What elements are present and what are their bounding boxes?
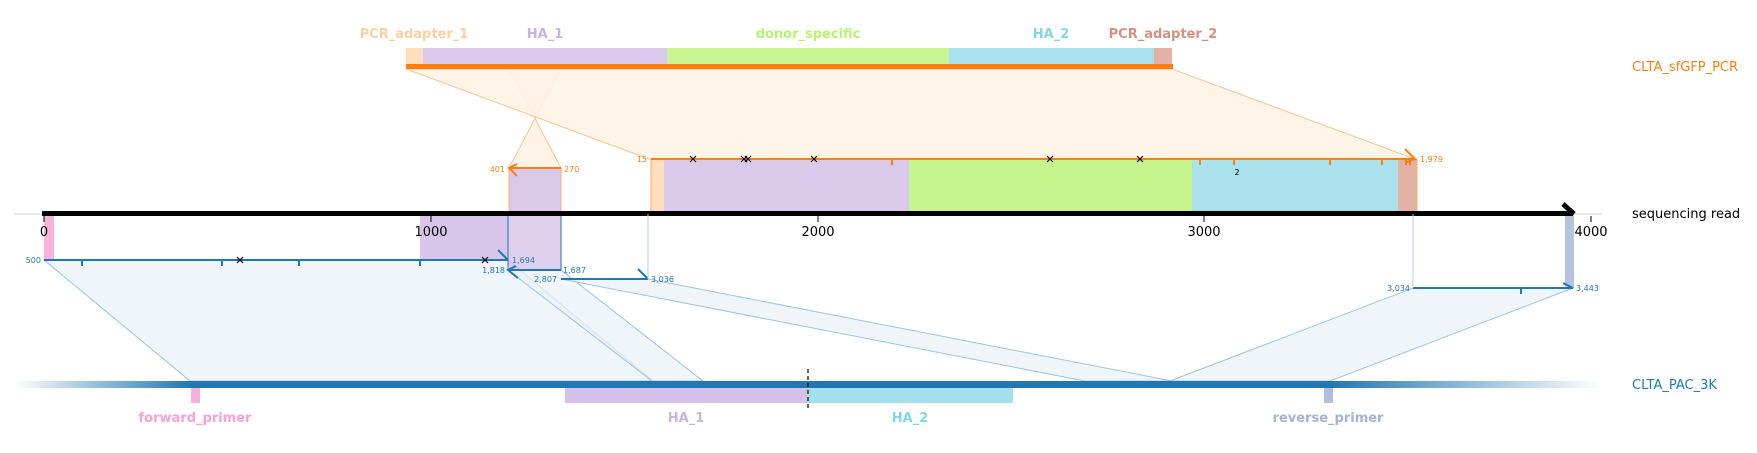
- read-aligned-reverse-primer: [1565, 214, 1574, 288]
- target-feature-reverse-primer: [1324, 388, 1333, 403]
- donor-reference-label: CLTA_sfGFP_PCR: [1632, 60, 1738, 75]
- read-tick-3000: 3000: [1187, 225, 1220, 240]
- target-feature-ha-1: [565, 388, 808, 403]
- donor-alignment-2-start: 15: [637, 155, 647, 164]
- read-tick-0: 0: [40, 225, 48, 240]
- read-label: sequencing read: [1632, 207, 1740, 222]
- read-aligned-forward-primer: [44, 216, 54, 260]
- donor-alignment-arrow-2: [1404, 148, 1417, 164]
- donor-feature-ha-1: [423, 48, 667, 64]
- donor-feature-ha-2: [949, 48, 1154, 64]
- donor-alignment-1-start: 401: [490, 165, 505, 174]
- target-mismatch-marks: [236, 256, 489, 264]
- target-reference-bar: [190, 381, 1330, 388]
- target-alignment-3-end: 3,036: [651, 275, 674, 284]
- target-alignment-arrow-2: [506, 265, 519, 279]
- read-end-marker: [1561, 202, 1576, 216]
- target-alignment-1-start: 500: [26, 256, 41, 265]
- read-bar: [42, 211, 1573, 216]
- donor-feature-pcr-adapter-2: [1154, 48, 1172, 64]
- donor-mismatch-marks: [689, 155, 1144, 163]
- donor-alignment-1-end: 270: [564, 165, 579, 174]
- target-reference: forward_primer HA_1 HA_2 reverse_primer …: [14, 369, 1717, 426]
- target-alignment-4-end: 3,443: [1576, 284, 1599, 293]
- target-alignment-arrow-3: [637, 268, 649, 280]
- read-tick-4000: 4000: [1574, 225, 1607, 240]
- donor-mapping-band-2: [405, 68, 1416, 160]
- target-feature-label-forward-primer: forward_primer: [139, 411, 253, 426]
- donor-feature-label-ha-1: HA_1: [527, 27, 564, 42]
- read-axis: 0 1000 2000 3000 4000 sequencing read: [14, 202, 1740, 288]
- donor-feature-label-pcr-adapter-1: PCR_adapter_1: [360, 27, 469, 42]
- target-alignment-2-start: 1,818: [482, 266, 505, 275]
- target-alignment-2-end: 1,687: [563, 266, 586, 275]
- target-fade-right: [1329, 381, 1602, 388]
- donor-reference-bar: [406, 64, 1173, 69]
- target-correspondence-shading: [42, 259, 1574, 382]
- target-alignment-4-start: 3,034: [1387, 284, 1410, 293]
- read-tick-1000: 1000: [414, 225, 447, 240]
- donor-aligned-ha-2: [1192, 159, 1398, 214]
- donor-feature-label-ha-2: HA_2: [1033, 27, 1070, 42]
- target-alignment-1-tick-marks: [81, 260, 421, 266]
- donor-alignment-arrow-1: [507, 163, 518, 177]
- donor-aligned-donor-specific: [909, 159, 1192, 214]
- target-fade-left: [14, 381, 191, 388]
- donor-alignments: 401 270 15 1,979 2: [490, 148, 1443, 215]
- donor-alignment-2-tick-marks: [891, 159, 1411, 165]
- donor-aligned-ha-1-block-2: [664, 159, 909, 214]
- target-feature-label-ha-1: HA_1: [668, 411, 705, 426]
- donor-insertion-count: 2: [1234, 168, 1239, 177]
- donor-aligned-pcr-adapter-2: [1398, 159, 1417, 214]
- read-tick-2000: 2000: [801, 225, 834, 240]
- donor-feature-pcr-adapter-1: [406, 48, 423, 64]
- target-mapping-band-4: [1169, 287, 1574, 382]
- target-alignment-arrow-1: [497, 249, 509, 261]
- donor-reference: PCR_adapter_1 HA_1 donor_specific HA_2 P…: [360, 27, 1738, 75]
- donor-aligned-pcr-adapter-1: [651, 159, 664, 214]
- target-feature-forward-primer: [191, 388, 200, 403]
- donor-correspondence-shading: [405, 68, 1416, 169]
- target-reference-label: CLTA_PAC_3K: [1632, 378, 1717, 393]
- read-aligned-target-ha-1-b: [507, 213, 562, 271]
- target-alignment-1-end: 1,694: [512, 256, 535, 265]
- read-aligned-target-ha-1: [420, 214, 508, 260]
- target-feature-ha-2: [808, 388, 1013, 403]
- read-axis-ticks: [43, 216, 1592, 222]
- target-alignment-arrow-4: [1562, 282, 1574, 289]
- target-alignments: 500 1,694 1,818 1,687 2,807 3,036 3,034 …: [26, 214, 1599, 294]
- target-feature-label-reverse-primer: reverse_primer: [1273, 411, 1385, 426]
- donor-alignment-2-end: 1,979: [1420, 155, 1443, 164]
- target-alignment-3-start: 2,807: [534, 275, 557, 284]
- donor-feature-donor-specific: [667, 48, 949, 64]
- donor-feature-label-pcr-adapter-2: PCR_adapter_2: [1109, 27, 1218, 42]
- donor-feature-label-donor-specific: donor_specific: [756, 27, 861, 42]
- target-feature-label-ha-2: HA_2: [892, 411, 929, 426]
